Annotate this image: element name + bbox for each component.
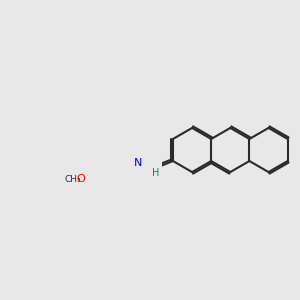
Text: H: H bbox=[152, 168, 159, 178]
Text: O: O bbox=[76, 174, 85, 184]
Text: N: N bbox=[134, 158, 142, 168]
Text: CH₃: CH₃ bbox=[64, 175, 81, 184]
